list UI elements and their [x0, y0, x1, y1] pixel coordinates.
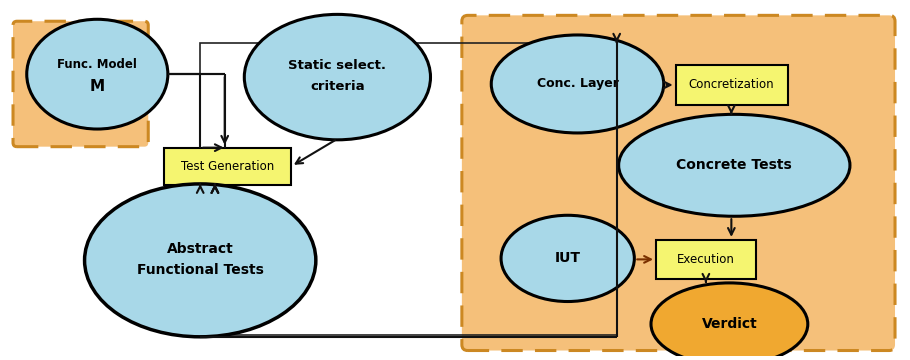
Ellipse shape: [651, 283, 808, 360]
Text: Test Generation: Test Generation: [181, 160, 274, 173]
Bar: [164, 148, 291, 185]
FancyBboxPatch shape: [13, 21, 148, 147]
Bar: [656, 240, 756, 279]
Text: Execution: Execution: [677, 253, 734, 266]
Text: Conc. Layer: Conc. Layer: [537, 77, 619, 90]
Text: Verdict: Verdict: [702, 317, 757, 331]
Text: Functional Tests: Functional Tests: [136, 263, 264, 277]
Bar: [200, 43, 617, 335]
Text: IUT: IUT: [555, 251, 581, 265]
Text: Abstract: Abstract: [167, 242, 234, 256]
Text: criteria: criteria: [310, 80, 365, 93]
Ellipse shape: [244, 14, 430, 140]
Text: Static select.: Static select.: [288, 59, 387, 72]
Text: Concretization: Concretization: [689, 78, 774, 91]
Ellipse shape: [619, 114, 850, 216]
Text: Func. Model: Func. Model: [57, 58, 137, 71]
Ellipse shape: [26, 19, 167, 129]
Ellipse shape: [85, 184, 316, 337]
Text: M: M: [90, 80, 105, 94]
FancyBboxPatch shape: [462, 15, 895, 351]
Ellipse shape: [491, 35, 663, 133]
Ellipse shape: [501, 215, 634, 302]
Text: Concrete Tests: Concrete Tests: [676, 158, 793, 172]
Bar: [675, 66, 788, 104]
